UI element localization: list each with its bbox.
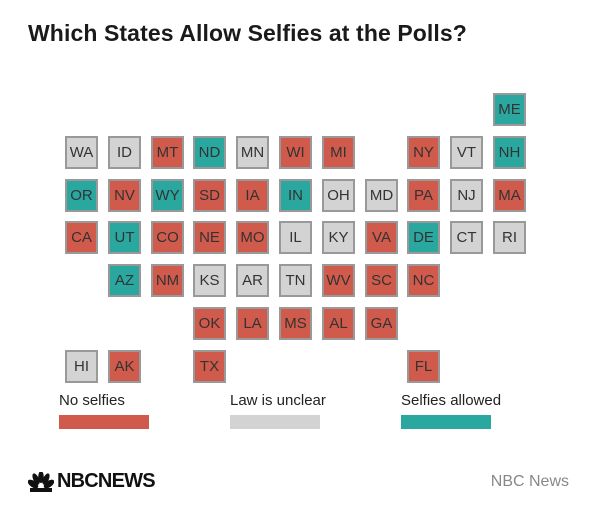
state-tile-az: AZ	[108, 264, 141, 297]
state-tile-ks: KS	[193, 264, 226, 297]
state-tile-vt: VT	[450, 136, 483, 169]
state-tile-co: CO	[151, 221, 184, 254]
legend-swatch-unclear	[230, 415, 320, 429]
state-tile-fl: FL	[407, 350, 440, 383]
state-tile-ga: GA	[365, 307, 398, 340]
state-tile-md: MD	[365, 179, 398, 212]
legend-label-allowed: Selfies allowed	[401, 392, 502, 409]
state-tile-ut: UT	[108, 221, 141, 254]
state-tile-va: VA	[365, 221, 398, 254]
state-tile-mi: MI	[322, 136, 355, 169]
state-tile-ok: OK	[193, 307, 226, 340]
state-tile-nv: NV	[108, 179, 141, 212]
state-tile-mo: MO	[236, 221, 269, 254]
state-tile-me: ME	[493, 93, 526, 126]
state-tile-tx: TX	[193, 350, 226, 383]
legend-label-unclear: Law is unclear	[230, 392, 326, 409]
legend-swatch-allowed	[401, 415, 491, 429]
state-tile-ms: MS	[279, 307, 312, 340]
state-tile-ri: RI	[493, 221, 526, 254]
state-tile-la: LA	[236, 307, 269, 340]
legend-swatch-no-selfies	[59, 415, 149, 429]
state-tile-nd: ND	[193, 136, 226, 169]
state-tile-pa: PA	[407, 179, 440, 212]
state-tile-mt: MT	[151, 136, 184, 169]
state-tile-ca: CA	[65, 221, 98, 254]
state-tile-ia: IA	[236, 179, 269, 212]
page-title: Which States Allow Selfies at the Polls?	[28, 20, 467, 46]
state-tile-tn: TN	[279, 264, 312, 297]
state-tile-oh: OH	[322, 179, 355, 212]
state-tile-ar: AR	[236, 264, 269, 297]
state-tile-al: AL	[322, 307, 355, 340]
state-tile-id: ID	[108, 136, 141, 169]
state-tile-de: DE	[407, 221, 440, 254]
state-tile-wa: WA	[65, 136, 98, 169]
state-tile-nc: NC	[407, 264, 440, 297]
state-tile-sc: SC	[365, 264, 398, 297]
state-tile-or: OR	[65, 179, 98, 212]
state-tile-wi: WI	[279, 136, 312, 169]
state-tile-ky: KY	[322, 221, 355, 254]
state-tile-ak: AK	[108, 350, 141, 383]
state-tile-wv: WV	[322, 264, 355, 297]
state-tile-nh: NH	[493, 136, 526, 169]
state-tile-sd: SD	[193, 179, 226, 212]
state-tile-ne: NE	[193, 221, 226, 254]
state-tile-nm: NM	[151, 264, 184, 297]
state-tile-ct: CT	[450, 221, 483, 254]
state-tile-ny: NY	[407, 136, 440, 169]
logo-wordmark: NBCNEWS	[57, 470, 156, 492]
legend-label-no-selfies: No selfies	[59, 392, 125, 409]
state-tile-mn: MN	[236, 136, 269, 169]
nbc-news-logo: NBCNEWS	[28, 470, 156, 493]
state-tile-hi: HI	[65, 350, 98, 383]
state-tile-il: IL	[279, 221, 312, 254]
state-tile-nj: NJ	[450, 179, 483, 212]
state-tile-ma: MA	[493, 179, 526, 212]
peacock-icon	[28, 471, 54, 492]
state-tile-in: IN	[279, 179, 312, 212]
source-credit: NBC News	[490, 473, 569, 490]
state-tile-wy: WY	[151, 179, 184, 212]
